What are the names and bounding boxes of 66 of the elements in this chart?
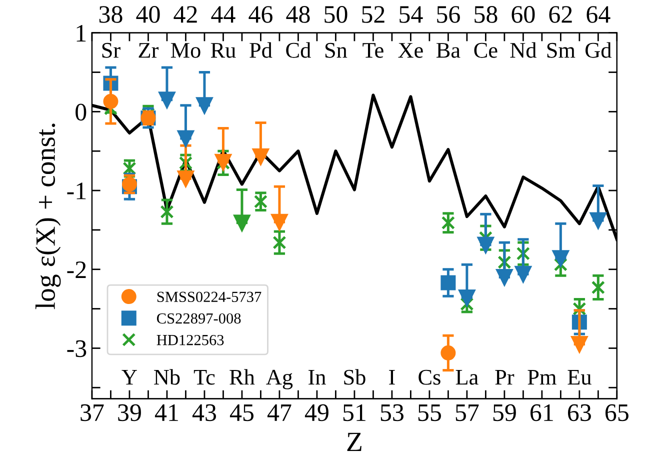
annotation: Eu (568, 370, 592, 385)
x-tick-label: 47 (267, 404, 292, 421)
x-tick-label: 51 (343, 404, 366, 422)
annotation: Sb (344, 369, 366, 385)
annotation: Xe (398, 43, 423, 58)
x-tick-label: 61 (530, 404, 553, 422)
annotation: Ce (474, 42, 498, 58)
x2-tick-label: 64 (586, 6, 610, 23)
x2-tick-label: 52 (362, 6, 384, 23)
x2-tick-label: 46 (248, 6, 272, 23)
x-axis-title: Z (347, 432, 362, 452)
annotation: La (456, 370, 478, 385)
x-tick-label: 41 (154, 404, 178, 421)
y-tick-label: -3 (67, 340, 86, 358)
y-tick-label: 0 (76, 104, 86, 121)
annotation: Pm (528, 370, 556, 385)
x2-tick-label: 56 (437, 6, 460, 23)
annotation: Ba (436, 43, 460, 58)
x-tick-label: 37 (80, 404, 104, 422)
annotation: Y (122, 370, 137, 385)
annotation: Sr (102, 42, 120, 58)
annotation: Nb (154, 369, 180, 385)
annotation: Zr (138, 43, 159, 58)
x2-tick-label: 50 (324, 6, 348, 23)
annotation: Sm (547, 42, 576, 58)
legend-label: CS22897-008 (157, 313, 241, 324)
x2-tick-label: 38 (99, 6, 122, 23)
y-tick-label: 1 (76, 25, 86, 42)
x2-tick-label: 60 (512, 6, 535, 23)
x-tick-label: 45 (230, 404, 254, 422)
x2-tick-label: 62 (549, 6, 572, 23)
x2-tick-label: 54 (400, 6, 423, 23)
annotation: Pr (495, 370, 514, 385)
x-tick-label: 55 (418, 404, 441, 422)
annotation: Gd (586, 42, 612, 58)
legend-label: HD122563 (156, 334, 224, 346)
annotation: Tc (194, 370, 215, 385)
annotation: Ag (266, 370, 293, 390)
x-tick-label: 39 (118, 404, 141, 422)
x-tick-label: 65 (605, 404, 628, 422)
x2-tick-label: 42 (174, 6, 197, 23)
annotation: Nd (510, 42, 536, 58)
x-tick-label: 57 (456, 404, 479, 422)
x-tick-label: 63 (568, 404, 591, 422)
annotation: Mo (170, 43, 200, 58)
annotation: Pd (250, 42, 272, 58)
x2-tick-label: 40 (136, 6, 160, 23)
annotation: I (389, 370, 395, 385)
x-tick-label: 59 (493, 404, 516, 422)
annotation: Ru (210, 43, 236, 58)
x-tick-label: 49 (304, 404, 328, 422)
annotation: Rh (230, 369, 255, 385)
x2-tick-label: 58 (474, 6, 498, 23)
legend-label: SMSS0224-5737 (157, 292, 262, 302)
x2-tick-label: 48 (286, 6, 310, 23)
y-tick-label: -2 (67, 261, 86, 278)
annotation: Te (362, 43, 384, 58)
x2-tick-label: 44 (211, 6, 236, 23)
x-tick-label: 53 (380, 404, 404, 422)
annotation: Sn (325, 42, 348, 58)
x-tick-label: 43 (192, 404, 216, 422)
annotation: In (308, 370, 326, 385)
annotation: Cd (286, 42, 311, 58)
y-tick-label: -1 (67, 182, 86, 200)
annotation: Cs (418, 370, 440, 385)
y-axis-title: log ε(X) + const. (35, 124, 61, 310)
